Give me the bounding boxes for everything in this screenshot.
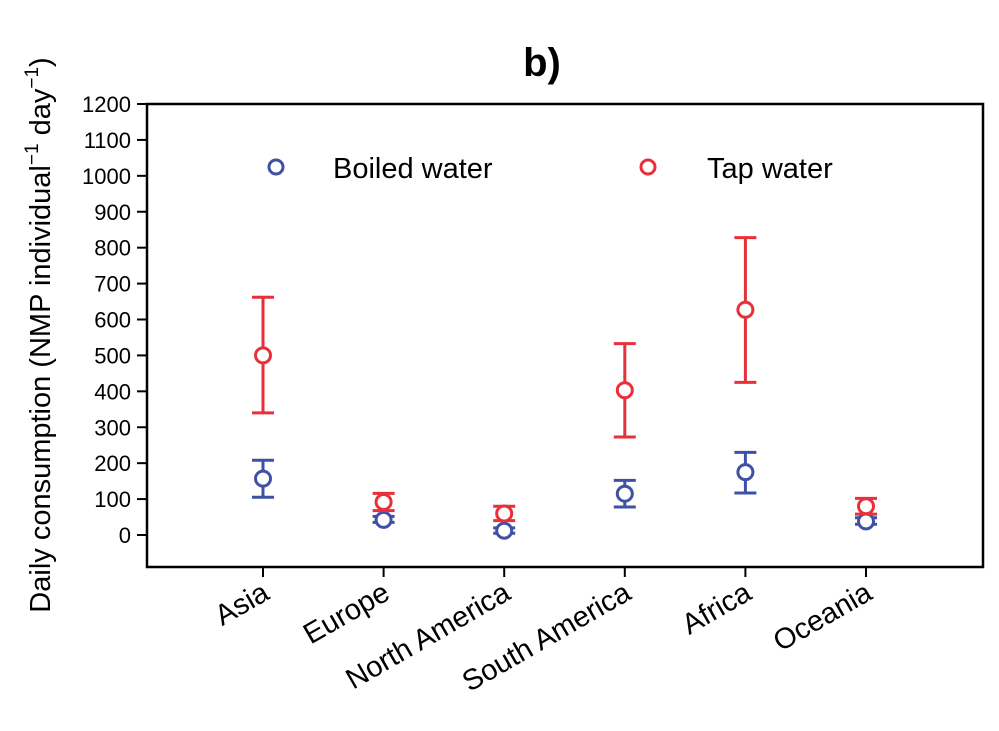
y-tick-label: 700 [94,272,131,297]
y-tick-label: 200 [94,451,131,476]
y-tick-label: 1100 [84,128,131,153]
x-tick-label: Africa [677,576,758,641]
chart-title: b) [523,41,561,85]
legend: Boiled water Tap water [267,153,833,185]
data-point [736,300,755,319]
y-tick-label: 0 [119,523,131,548]
data-point [254,346,272,365]
data-point [857,512,875,531]
y-tick-label: 900 [94,200,131,225]
y-axis-label: Daily consumption (NMP individual−1 day−… [22,57,57,612]
y-axis-label-sup-1: −1 [22,143,43,165]
y-tick-label: 100 [94,487,131,512]
y-axis-label-unit: day [25,88,57,135]
y-axis-label-sup-2: −1 [22,67,43,89]
series-0 [252,450,877,540]
data-point [495,521,514,540]
y-axis-label-space [25,135,57,143]
legend-label: Tap water [707,153,833,185]
series-1 [252,236,877,523]
data-point [374,510,393,529]
y-tick-label: 500 [94,343,131,368]
legend-marker [267,158,285,176]
data-point [615,484,634,503]
series-layer [252,236,877,540]
y-tick-label: 600 [94,308,131,333]
data-point [736,463,755,482]
y-tick-label: 300 [94,415,131,440]
y-axis-label-close: ) [25,57,57,67]
y-tick-label: 1200 [82,92,131,117]
x-tick-label: Europe [298,576,395,650]
legend-marker [639,158,657,176]
x-tick-label: Asia [210,576,276,632]
data-point [615,381,634,400]
y-tick-label: 800 [94,236,131,261]
data-point [857,497,875,516]
legend-label: Boiled water [333,153,493,185]
data-point [374,492,393,511]
y-axis: 0 100 200 300 400 500 600 700 800 900 1000 1100 1200 [82,92,147,548]
plot-frame [145,102,985,569]
data-point [495,504,514,523]
y-tick-label: 1000 [82,164,131,189]
data-point [254,469,272,488]
y-axis-label-main: Daily consumption (NMP individual [25,165,57,613]
x-tick-label: Oceania [768,576,878,658]
y-tick-label: 400 [94,379,131,404]
